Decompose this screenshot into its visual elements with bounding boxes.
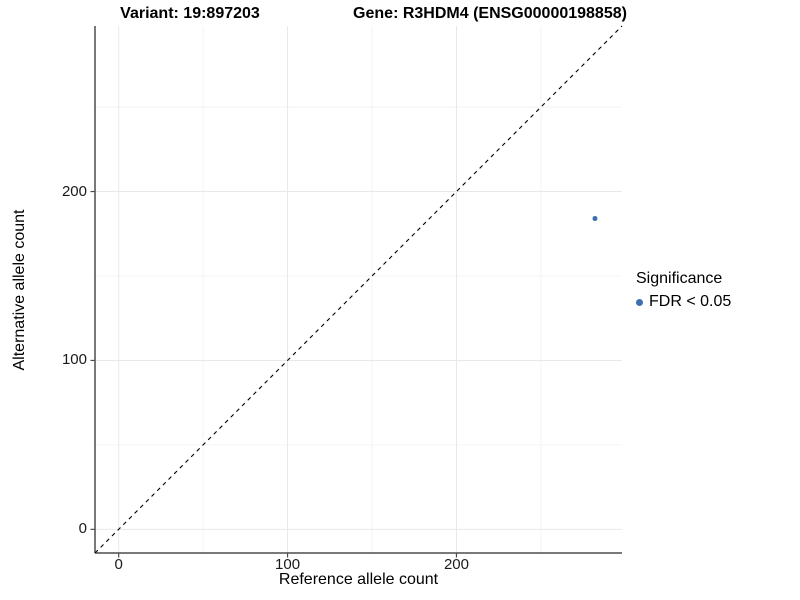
variant-title: Variant: 19:897203 [120,5,260,22]
gene-title: Gene: R3HDM4 (ENSG00000198858) [353,5,627,22]
y-axis-title: Alternative allele count [11,209,28,371]
legend-dot-icon [636,298,643,306]
y-tick-label: 200 [61,182,87,200]
legend-title: Significance [636,270,723,287]
x-tick-label: 200 [443,556,469,573]
y-tick-label: 100 [61,351,87,369]
y-tick-label: 0 [78,520,87,538]
legend-item: FDR < 0.05 [636,292,731,312]
identity-line [94,25,623,554]
x-tick-label: 100 [275,556,301,573]
legend-item-label: FDR < 0.05 [649,293,732,310]
x-tick-label: 0 [114,556,123,573]
legend: Significance FDR < 0.05 [636,269,731,312]
data-point [592,216,598,222]
x-axis-title: Reference allele count [278,571,439,588]
